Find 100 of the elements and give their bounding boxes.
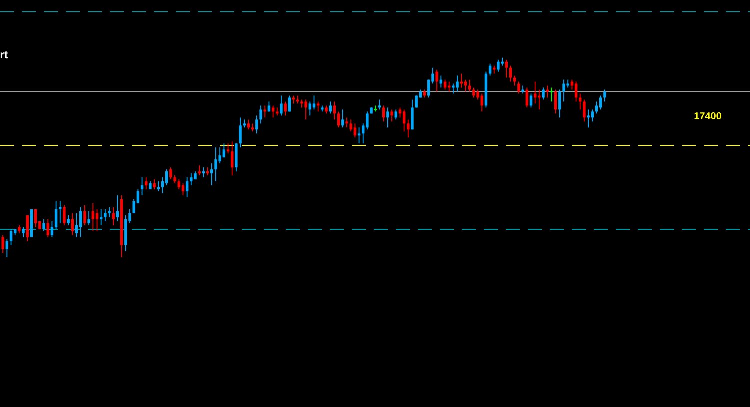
- candlestick: [382, 105, 386, 122]
- candlestick: [26, 215, 29, 242]
- candlestick: [304, 99, 308, 120]
- candlestick: [145, 177, 148, 190]
- candlestick: [54, 201, 58, 230]
- candlestick: [2, 234, 4, 254]
- candlestick: [464, 79, 468, 92]
- candlestick: [534, 81, 537, 104]
- candlestick: [488, 63, 492, 76]
- candlestick: [472, 87, 476, 98]
- candlestick: [386, 107, 390, 128]
- candlestick: [509, 65, 512, 82]
- candlestick: [329, 101, 332, 114]
- candlestick: [116, 195, 120, 222]
- candlestick: [96, 209, 99, 232]
- candlestick: [558, 89, 562, 118]
- candlestick: [67, 215, 70, 226]
- candlestick: [226, 143, 230, 154]
- candlestick: [448, 81, 451, 92]
- candlestick: [574, 81, 578, 102]
- candlestick: [178, 179, 180, 190]
- candlestick: [337, 111, 340, 128]
- candlestick: [256, 115, 258, 134]
- candlestick: [452, 83, 455, 94]
- candlestick: [198, 165, 201, 176]
- candlestick: [514, 75, 516, 86]
- candlestick: [538, 89, 541, 110]
- candlestick: [604, 89, 606, 102]
- candlestick: [10, 228, 13, 246]
- candlestick: [411, 99, 414, 130]
- candlestick: [378, 99, 382, 110]
- candlestick: [112, 207, 115, 226]
- candlestick: [497, 59, 500, 72]
- candlestick: [170, 167, 172, 180]
- candlestick: [104, 209, 107, 222]
- candlestick: [316, 101, 320, 112]
- candlestick: [366, 111, 369, 130]
- candlestick: [80, 207, 82, 238]
- candlestick: [456, 75, 459, 92]
- candlestick: [247, 119, 250, 130]
- candlestick: [235, 143, 238, 172]
- candlestick: [153, 179, 156, 190]
- candlestick: [312, 95, 316, 110]
- candlestick: [186, 177, 189, 198]
- candlestick: [436, 69, 438, 92]
- candlestick: [546, 85, 549, 98]
- candlestick: [444, 79, 447, 90]
- candlestick: [587, 109, 590, 128]
- candlestick: [554, 89, 558, 114]
- candlestick: [333, 101, 336, 120]
- candlestick: [214, 147, 218, 182]
- candlestick: [42, 219, 46, 232]
- candlestick: [202, 167, 206, 178]
- chart-subtitle: rt: [0, 51, 8, 59]
- candlestick: [595, 101, 598, 114]
- candlestick: [100, 209, 103, 226]
- candlestick: [390, 109, 394, 122]
- candlestick: [210, 163, 214, 186]
- candlestick: [75, 213, 78, 238]
- candlestick: [394, 109, 398, 120]
- candlestick: [6, 238, 9, 258]
- candlestick: [518, 81, 520, 94]
- candlestick: [284, 101, 287, 116]
- candlestick: [260, 105, 262, 124]
- candlestick: [165, 169, 168, 186]
- candlestick: [346, 117, 348, 128]
- candlestick: [50, 221, 54, 238]
- candlestick: [350, 119, 352, 132]
- candlestick: [264, 105, 266, 118]
- candlestick: [402, 109, 406, 132]
- candlestick: [108, 207, 111, 218]
- candlestick: [182, 183, 185, 196]
- candlestick: [157, 181, 160, 192]
- candlestick: [526, 87, 528, 108]
- candlestick: [358, 127, 361, 144]
- candlestick: [84, 205, 86, 226]
- candlestick: [88, 211, 90, 226]
- candlestick: [22, 226, 25, 238]
- candlestick: [92, 203, 94, 232]
- candlestick: [71, 213, 74, 236]
- candlestick: [46, 219, 50, 238]
- candlestick: [63, 205, 66, 226]
- candlestick: [239, 117, 242, 148]
- candlestick: [190, 173, 193, 186]
- candlestick: [308, 101, 312, 116]
- candlestick: [59, 201, 62, 224]
- candlestick: [140, 177, 144, 196]
- candlestick: [231, 141, 234, 176]
- candlestick: [272, 105, 275, 118]
- candlestick: [407, 119, 410, 138]
- candlestick: [583, 99, 586, 122]
- candlestick: [468, 79, 472, 92]
- candlestick: [280, 95, 283, 116]
- candlestick: [542, 87, 545, 100]
- candlestick: [342, 109, 344, 128]
- candlestick: [222, 143, 226, 158]
- candlestick: [550, 87, 554, 102]
- candlestick: [354, 123, 357, 138]
- candlestick: [562, 79, 566, 102]
- candlestick: [591, 109, 594, 122]
